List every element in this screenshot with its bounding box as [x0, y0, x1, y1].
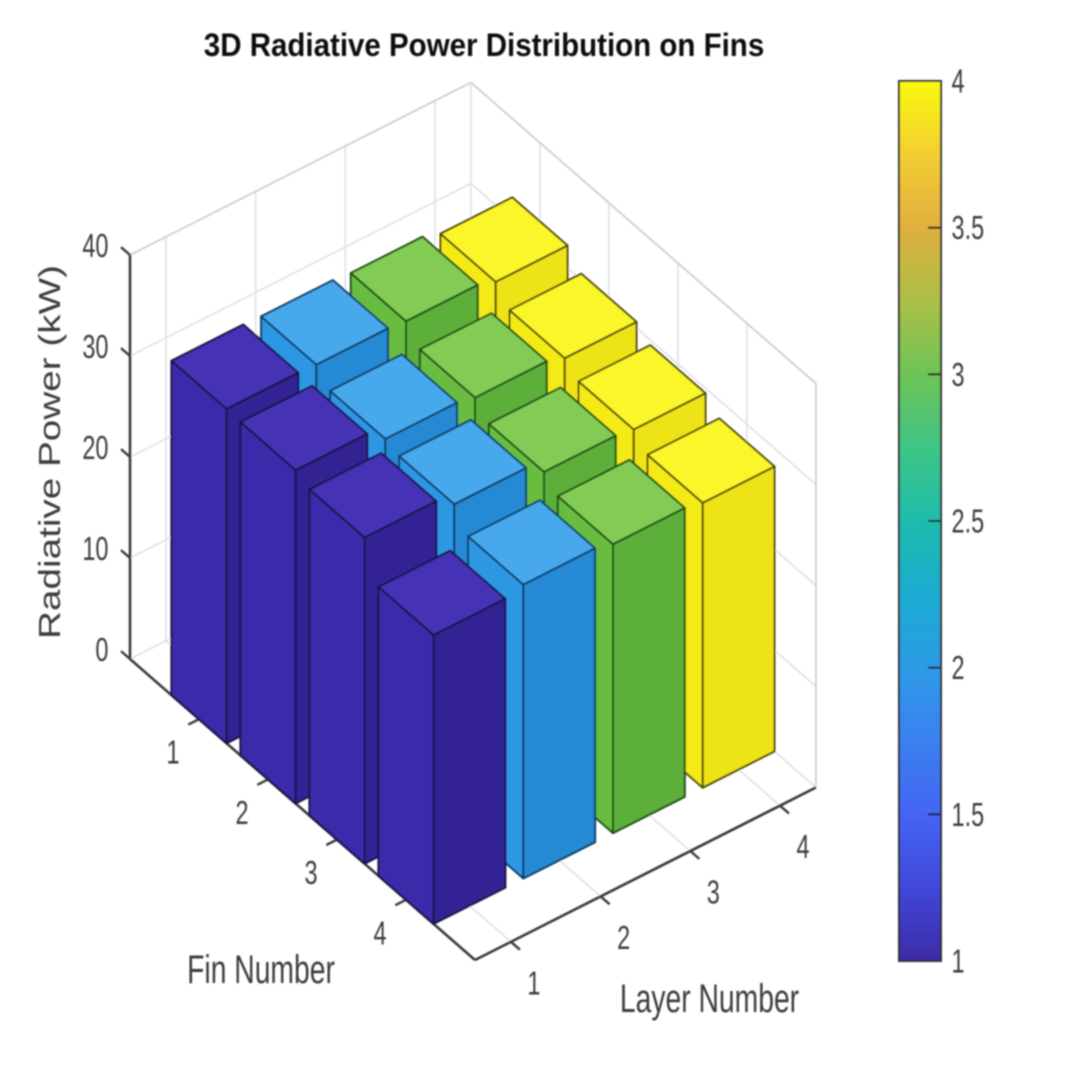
- svg-text:3D Radiative Power Distributio: 3D Radiative Power Distribution on Fins: [204, 27, 764, 64]
- svg-text:1: 1: [527, 966, 540, 1003]
- svg-text:4: 4: [796, 829, 809, 866]
- svg-text:3.5: 3.5: [952, 210, 985, 247]
- svg-text:Layer Number: Layer Number: [620, 977, 799, 1021]
- svg-text:30: 30: [82, 329, 108, 366]
- svg-text:Fin Number: Fin Number: [187, 948, 335, 992]
- svg-text:2: 2: [235, 795, 248, 832]
- svg-text:2: 2: [617, 920, 630, 957]
- svg-text:0: 0: [95, 632, 108, 669]
- svg-text:1.5: 1.5: [952, 797, 985, 834]
- svg-text:1: 1: [166, 735, 179, 772]
- svg-text:4: 4: [952, 64, 965, 101]
- svg-text:4: 4: [373, 916, 386, 953]
- svg-text:2: 2: [952, 650, 965, 687]
- svg-text:40: 40: [82, 228, 108, 265]
- svg-text:1: 1: [952, 944, 965, 981]
- svg-text:20: 20: [82, 430, 108, 467]
- svg-text:2.5: 2.5: [952, 504, 985, 541]
- svg-text:3: 3: [707, 875, 720, 912]
- svg-text:3: 3: [952, 357, 965, 394]
- svg-text:Radiative Power (kW): Radiative Power (kW): [33, 265, 67, 639]
- svg-text:3: 3: [304, 855, 317, 892]
- svg-text:10: 10: [82, 531, 108, 568]
